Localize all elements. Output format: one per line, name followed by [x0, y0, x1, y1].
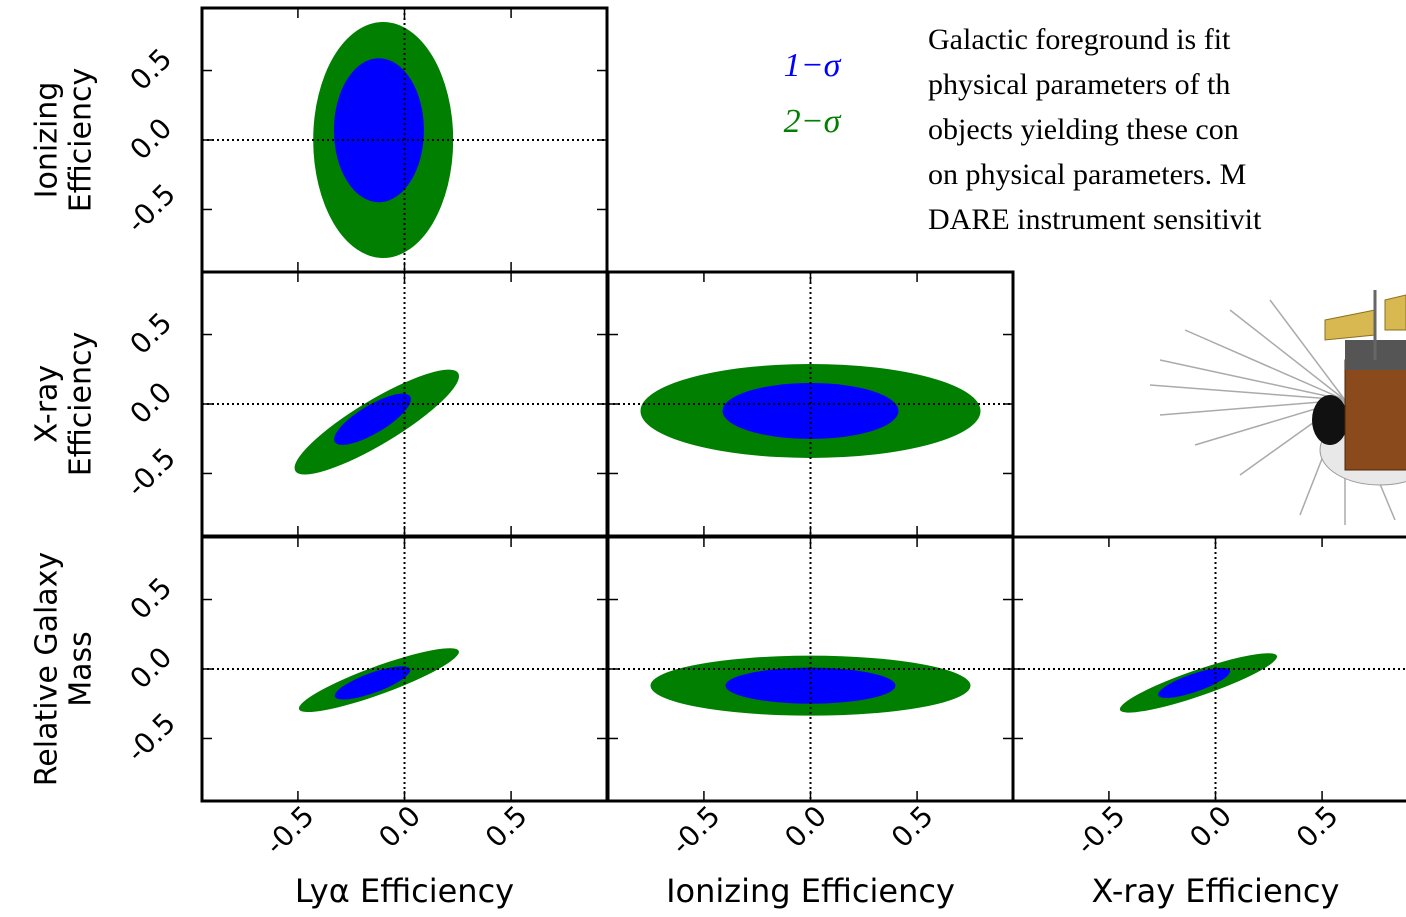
x-tick-label: -0.5: [665, 799, 727, 861]
y-axis-label: Efficiency: [64, 68, 99, 213]
panel: [200, 6, 609, 274]
legend-entry: 1−σ: [784, 47, 842, 84]
panel: [1011, 535, 1406, 803]
x-tick-label: 0.5: [479, 799, 534, 854]
y-axis-label: Efficiency: [64, 332, 99, 477]
x-tick-label: -0.5: [1070, 799, 1132, 861]
contour-1sigma: [722, 382, 899, 439]
body-text: Galactic foreground is fit: [928, 23, 1231, 56]
contour-1sigma: [725, 667, 896, 704]
x-tick-label: 0.0: [372, 799, 427, 854]
panel: [606, 535, 1015, 803]
x-tick-label: -0.5: [259, 799, 321, 861]
x-tick-label: 0.5: [1290, 799, 1345, 854]
contour-1sigma: [1158, 667, 1231, 698]
y-tick-label: -0.5: [120, 177, 182, 239]
y-tick-label: -0.5: [120, 706, 182, 768]
x-axis-label: Lyα Efficiency: [295, 872, 514, 910]
y-tick-label: 0.0: [124, 376, 179, 431]
y-axis-label: Ionizing: [30, 82, 65, 199]
x-axis-label: X-ray Efficiency: [1092, 872, 1340, 910]
x-tick-label: 0.0: [1183, 799, 1238, 854]
body-text: DARE instrument sensitivit: [928, 203, 1262, 236]
contour-1sigma: [334, 666, 411, 700]
y-tick-label: 0.5: [124, 42, 179, 97]
panel: [200, 270, 609, 538]
y-tick-label: -0.5: [120, 441, 182, 503]
y-tick-label: 0.5: [124, 306, 179, 361]
satellite: [1149, 290, 1406, 525]
panel: [606, 270, 1015, 538]
body-text: on physical parameters. M: [928, 158, 1246, 191]
x-tick-label: 0.0: [778, 799, 833, 854]
y-tick-label: 0.0: [124, 112, 179, 167]
y-axis-label: X-ray: [30, 365, 65, 443]
legend-entry: 2−σ: [784, 103, 842, 140]
axes-frame: [1011, 535, 1406, 803]
y-axis-label: Relative Galaxy: [30, 552, 65, 786]
contour-1sigma: [333, 58, 424, 203]
x-axis-label: Ionizing Efficiency: [666, 872, 955, 910]
contour-1sigma: [334, 393, 411, 445]
x-tick-label: 0.5: [885, 799, 940, 854]
y-tick-label: 0.5: [124, 571, 179, 626]
y-tick-label: 0.0: [124, 641, 179, 696]
panel: [200, 535, 609, 803]
body-text: physical parameters of th: [928, 68, 1230, 101]
y-axis-label: Mass: [64, 631, 99, 707]
body-text: objects yielding these con: [928, 113, 1239, 146]
